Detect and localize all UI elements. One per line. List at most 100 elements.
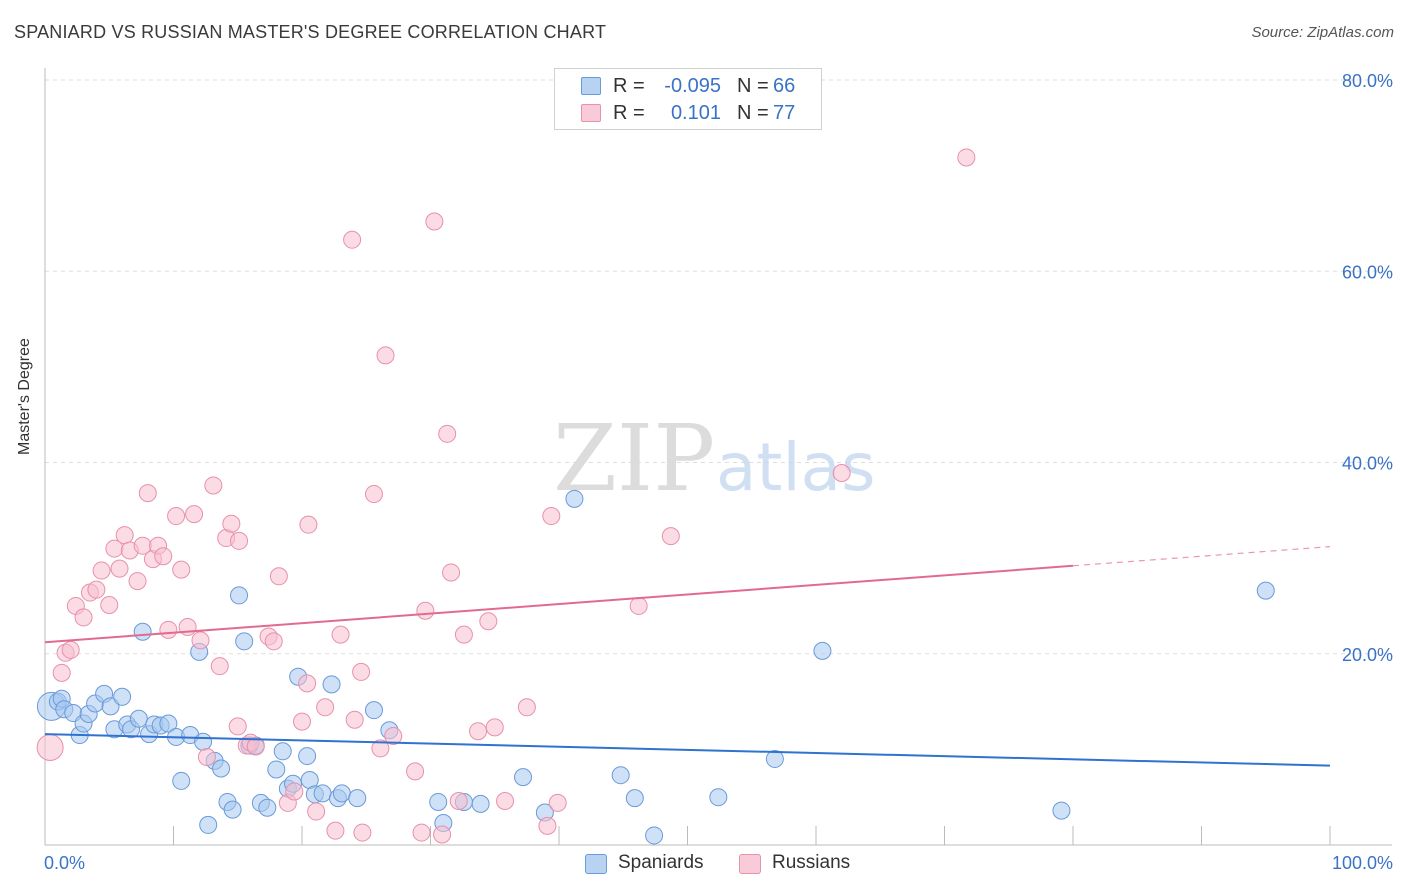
russians-point <box>191 631 210 650</box>
russians-point <box>442 563 461 582</box>
chart-title: SPANIARD VS RUSSIAN MASTER'S DEGREE CORR… <box>14 22 607 42</box>
spaniards-trend-line <box>44 733 1331 767</box>
russians-point <box>331 625 350 644</box>
spaniards-point <box>235 632 254 651</box>
russians-legend-swatch <box>739 854 761 874</box>
russians-point <box>110 559 129 578</box>
russians-point <box>438 424 457 443</box>
spaniards-point <box>332 784 351 803</box>
spaniards-point <box>765 749 784 768</box>
russians-point <box>167 507 186 526</box>
source-label: Source: ZipAtlas.com <box>1251 24 1394 41</box>
spaniards-point <box>298 747 317 766</box>
y-tick-label: 20.0% <box>1342 645 1393 665</box>
russians-trend-extension <box>1072 546 1331 567</box>
russians-point <box>293 712 311 731</box>
russians-point <box>449 792 468 811</box>
spaniards-point <box>611 766 630 785</box>
russians-point <box>138 484 157 503</box>
russians-point <box>517 698 536 717</box>
watermark: ZIP atlas <box>553 405 876 512</box>
gridlines <box>45 79 1392 655</box>
russians-point <box>343 230 362 249</box>
russians-point <box>264 632 283 651</box>
russians-point <box>36 733 64 761</box>
russians-point <box>92 561 111 580</box>
russians-point <box>661 527 680 546</box>
russians-point <box>345 710 364 729</box>
spaniards-legend-label: Spaniards <box>618 852 704 873</box>
spaniards-point <box>223 800 242 819</box>
russians-point <box>115 526 134 545</box>
y-tick-label: 40.0% <box>1342 454 1393 474</box>
x-tick-label-max: 100.0% <box>1332 853 1393 873</box>
russians-point <box>454 625 473 644</box>
spaniards-point <box>258 798 277 817</box>
spaniards-point <box>471 794 490 813</box>
spaniards-point <box>313 784 332 803</box>
spaniards-point <box>129 709 148 728</box>
russians-legend-label: Russians <box>772 852 851 873</box>
russians-point <box>307 802 326 821</box>
russians-point <box>222 514 241 533</box>
trend-lines <box>44 546 1331 767</box>
spaniards-n-label: N = <box>737 75 769 97</box>
russians-n-value: 77 <box>773 102 796 124</box>
spaniards-point <box>429 792 448 811</box>
spaniards-legend-swatch <box>585 854 607 874</box>
russians-point <box>197 748 216 767</box>
russians-point <box>228 717 247 736</box>
russians-point <box>299 515 318 534</box>
russians-points <box>36 148 976 844</box>
russians-trend-line <box>44 564 1074 644</box>
spaniards-point <box>133 622 152 641</box>
spaniards-point <box>101 697 120 716</box>
russians-point <box>285 782 304 801</box>
spaniards-point <box>113 687 132 706</box>
russians-n-label: N = <box>737 102 769 124</box>
russians-point <box>425 212 444 231</box>
axes <box>44 68 1392 846</box>
spaniards-point <box>565 489 584 508</box>
russians-point <box>384 726 403 745</box>
spaniards-r-value: -0.095 <box>664 75 721 97</box>
russians-point <box>412 823 431 842</box>
russians-point <box>957 148 976 167</box>
russians-point <box>485 718 504 737</box>
spaniards-swatch <box>581 77 601 95</box>
correlation-legend: R = -0.095 N = 66 R = 0.101 N = 77 <box>554 68 822 130</box>
russians-point <box>542 507 561 526</box>
russians-point <box>364 485 383 504</box>
spaniards-point <box>645 826 664 845</box>
russians-point <box>128 572 147 591</box>
russians-point <box>100 595 119 614</box>
spaniards-point <box>1052 801 1071 820</box>
spaniards-point <box>199 815 218 834</box>
russians-point <box>629 596 648 615</box>
russians-point <box>74 608 93 627</box>
spaniards-point <box>322 675 341 694</box>
y-axis-label: Master's Degree <box>16 338 33 455</box>
y-tick-label: 80.0% <box>1342 71 1393 91</box>
spaniards-point <box>709 788 728 807</box>
x-tick-label-min: 0.0% <box>44 853 85 873</box>
spaniards-point <box>172 771 191 790</box>
spaniards-point <box>514 768 533 787</box>
russians-point <box>154 547 173 566</box>
spaniards-n-value: 66 <box>773 75 796 97</box>
russians-point <box>352 662 371 681</box>
spaniards-point <box>267 760 286 779</box>
y-tick-label: 60.0% <box>1342 262 1393 282</box>
russians-point <box>548 793 567 812</box>
watermark-atlas: atlas <box>716 429 876 506</box>
russians-point <box>204 476 223 495</box>
spaniards-point <box>1256 581 1275 600</box>
russians-point <box>479 612 498 631</box>
spaniards-point <box>364 701 383 720</box>
russians-point <box>316 698 335 717</box>
russians-point <box>269 567 288 586</box>
russians-point <box>185 505 204 524</box>
tick-labels: 20.0% 40.0% 60.0% 80.0% 0.0% 100.0% <box>44 71 1393 873</box>
russians-point <box>246 737 265 756</box>
